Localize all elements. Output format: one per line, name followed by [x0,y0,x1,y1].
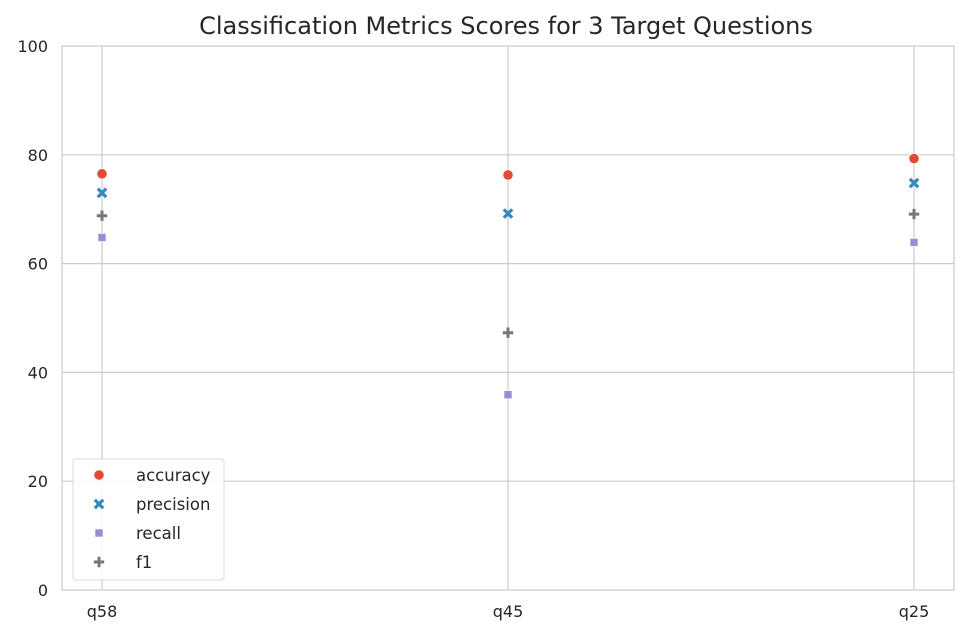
f1-point [908,208,920,220]
y-tick-label: 100 [17,37,48,56]
legend-recall-label: recall [136,524,181,543]
x-axis-ticks: q58 q45 q25 [87,602,930,621]
accuracy-point [908,153,920,165]
recall-point [97,233,107,242]
recall-point [909,238,919,247]
accuracy-point [96,168,108,180]
f1-point [96,210,108,221]
legend-f1-label: f1 [136,553,152,572]
y-tick-label: 60 [28,255,48,274]
y-tick-label: 0 [38,581,48,600]
data-points [96,153,920,400]
x-tick-label: q58 [87,602,118,621]
precision-point [908,177,920,189]
f1-point [502,327,514,338]
legend-accuracy-marker [93,469,105,481]
y-tick-label: 80 [28,146,48,165]
legend-recall-marker [94,528,104,538]
recall-point [503,390,513,400]
legend-box [72,458,225,581]
y-tick-label: 20 [28,472,48,491]
accuracy-point [502,169,514,181]
legend: accuracy precision recall f1 [72,458,225,581]
x-tick-label: q45 [493,602,524,621]
legend-f1-marker [93,556,105,568]
precision-point [96,187,108,199]
legend-precision-label: precision [136,495,210,514]
legend-accuracy-label: accuracy [136,466,211,485]
precision-point [502,208,514,219]
legend-precision-marker [93,498,105,510]
x-tick-label: q25 [899,602,930,621]
chart-title: Classification Metrics Scores for 3 Targ… [199,12,813,40]
y-tick-label: 40 [28,363,48,382]
y-axis-ticks: 0 20 40 60 80 100 [17,37,48,600]
